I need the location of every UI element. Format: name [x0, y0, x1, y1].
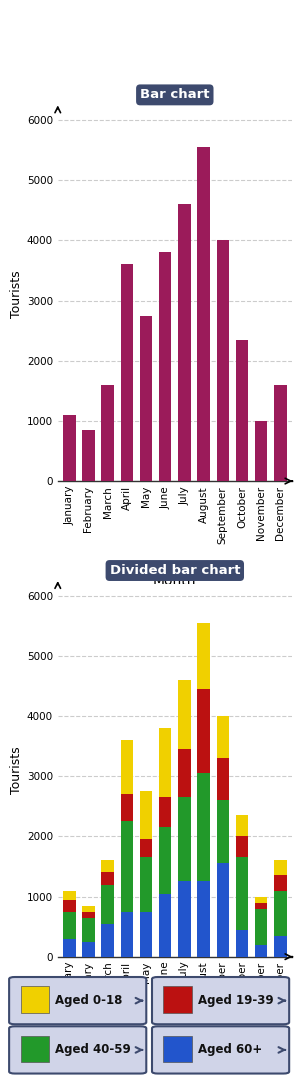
Bar	[178, 798, 191, 881]
Bar	[178, 204, 191, 481]
Bar	[102, 385, 114, 481]
Bar	[236, 837, 248, 857]
Title: Bar chart: Bar chart	[140, 89, 209, 102]
Bar	[159, 729, 171, 798]
Text: Aged 19-39: Aged 19-39	[198, 995, 273, 1007]
FancyBboxPatch shape	[152, 1026, 289, 1073]
Bar	[274, 936, 287, 957]
Bar	[159, 827, 171, 894]
Bar	[159, 894, 171, 957]
Bar	[164, 1036, 192, 1063]
Bar	[197, 623, 210, 689]
Bar	[102, 923, 114, 957]
Bar	[236, 930, 248, 957]
Bar	[140, 316, 152, 481]
Text: Aged 0-18: Aged 0-18	[55, 995, 122, 1007]
Bar	[82, 911, 95, 918]
Bar	[121, 740, 133, 795]
Bar	[102, 872, 114, 884]
Bar	[102, 884, 114, 923]
Bar	[216, 800, 229, 864]
Bar	[255, 421, 268, 481]
Text: Aged 60+: Aged 60+	[198, 1043, 262, 1056]
Bar	[63, 891, 75, 899]
Bar	[274, 876, 287, 891]
Bar	[140, 857, 152, 911]
Bar	[82, 906, 95, 911]
Bar	[140, 839, 152, 857]
Bar	[274, 385, 287, 481]
Bar	[63, 899, 75, 911]
Bar	[121, 911, 133, 957]
Bar	[255, 945, 268, 957]
Bar	[178, 749, 191, 798]
Bar	[236, 815, 248, 837]
Bar	[21, 986, 49, 1013]
X-axis label: Month: Month	[153, 574, 197, 588]
Title: Divided bar chart: Divided bar chart	[109, 564, 240, 577]
Bar	[178, 680, 191, 749]
Bar	[63, 911, 75, 938]
Bar	[140, 911, 152, 957]
Bar	[255, 903, 268, 908]
Bar	[63, 415, 75, 481]
Bar	[197, 881, 210, 957]
Bar	[82, 942, 95, 957]
Bar	[121, 822, 133, 911]
Bar	[82, 430, 95, 481]
FancyBboxPatch shape	[9, 1026, 146, 1073]
Bar	[121, 265, 133, 481]
Bar	[236, 339, 248, 481]
Bar	[121, 795, 133, 822]
X-axis label: Month: Month	[153, 1050, 197, 1064]
Bar	[197, 689, 210, 773]
Text: Aged 40-59: Aged 40-59	[55, 1043, 131, 1056]
Bar	[274, 891, 287, 936]
Bar	[197, 773, 210, 881]
Bar	[216, 240, 229, 481]
FancyBboxPatch shape	[152, 977, 289, 1025]
Y-axis label: Tourists: Tourists	[10, 746, 22, 795]
Bar	[159, 798, 171, 827]
Bar	[216, 864, 229, 957]
Bar	[216, 716, 229, 758]
Bar	[255, 896, 268, 903]
Bar	[216, 758, 229, 800]
Y-axis label: Tourists: Tourists	[10, 270, 22, 319]
Bar	[21, 1036, 49, 1063]
FancyBboxPatch shape	[9, 977, 146, 1025]
Bar	[178, 881, 191, 957]
Bar	[164, 986, 192, 1013]
Bar	[82, 918, 95, 942]
Bar	[63, 938, 75, 957]
Bar	[159, 253, 171, 481]
Bar	[197, 147, 210, 481]
Bar	[255, 908, 268, 945]
Bar	[102, 860, 114, 872]
Bar	[274, 860, 287, 876]
Bar	[236, 857, 248, 930]
Bar	[140, 791, 152, 839]
